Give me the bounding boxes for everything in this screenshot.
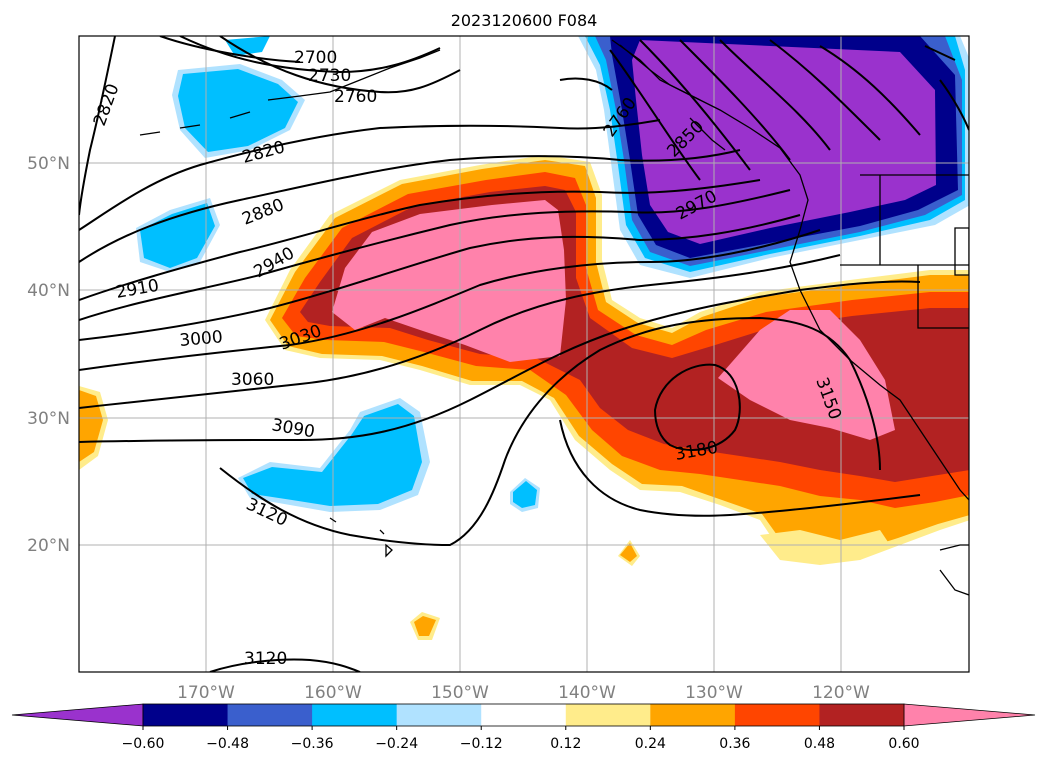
colorbar-segment	[565, 704, 651, 726]
colorbar-segment	[481, 704, 567, 726]
coastlines	[139, 39, 969, 596]
negative-anomaly-northeast	[578, 36, 969, 278]
map-area: 2700 2730 2760 2820 2820 2880 2940 2910 …	[79, 36, 969, 672]
colorbar-segment	[143, 704, 229, 726]
colorbar-tick-label: 0.12	[550, 736, 581, 752]
longitude-labels: 170°W 160°W 150°W 140°W 130°W 120°W	[177, 683, 870, 703]
lon-label: 130°W	[685, 683, 743, 703]
lon-label: 120°W	[812, 683, 870, 703]
colorbar-segments	[143, 704, 905, 726]
lon-label: 150°W	[431, 683, 489, 703]
colorbar-segment	[227, 704, 313, 726]
lat-label: 20°N	[27, 536, 70, 556]
negative-anomaly-patches	[136, 36, 540, 512]
colorbar-segment	[734, 704, 820, 726]
colorbar-tick-label: 0.60	[888, 736, 919, 752]
contour-label: 3000	[179, 327, 224, 351]
colorbar-tick-label: 0.24	[635, 736, 666, 752]
colorbar-ticks: −0.60 −0.48 −0.36 −0.24 −0.12 0.12 0.24 0.36 0.4…	[122, 726, 920, 752]
colorbar-tick-label: −0.36	[291, 736, 334, 752]
map-title: 2023120600 F084	[451, 11, 598, 30]
contour-label: 3120	[244, 649, 287, 669]
colorbar-tick-label: 0.36	[719, 736, 750, 752]
contour-label: 2760	[334, 87, 377, 107]
colorbar-segment	[396, 704, 482, 726]
colorbar-tick-label: 0.48	[804, 736, 835, 752]
positive-anomaly-patches	[79, 386, 890, 640]
lon-label: 170°W	[177, 683, 235, 703]
contour-label: 2700	[294, 48, 337, 68]
lat-label: 30°N	[27, 409, 70, 429]
colorbar-frame	[142, 703, 905, 727]
lon-label: 140°W	[558, 683, 616, 703]
colorbar-tick-label: −0.60	[122, 736, 165, 752]
lat-label: 50°N	[27, 154, 70, 174]
contour-label: 2730	[308, 66, 351, 86]
colorbar-segment	[650, 704, 736, 726]
latitude-labels: 50°N 40°N 30°N 20°N	[27, 154, 70, 556]
colorbar-segment	[819, 704, 905, 726]
colorbar-extend-high	[903, 703, 1036, 727]
height-contours	[79, 36, 969, 672]
colorbar: −0.60 −0.48 −0.36 −0.24 −0.12 0.12 0.24 0.36 0.4…	[11, 703, 1036, 752]
lat-label: 40°N	[27, 281, 70, 301]
colorbar-tick-label: −0.48	[206, 736, 249, 752]
colorbar-tick-label: −0.12	[460, 736, 503, 752]
lon-label: 160°W	[304, 683, 362, 703]
colorbar-segment	[312, 704, 398, 726]
map-frame	[78, 35, 970, 673]
colorbar-tick-label: −0.24	[375, 736, 418, 752]
colorbar-extend-low	[11, 703, 144, 727]
contour-label: 3060	[231, 370, 274, 390]
